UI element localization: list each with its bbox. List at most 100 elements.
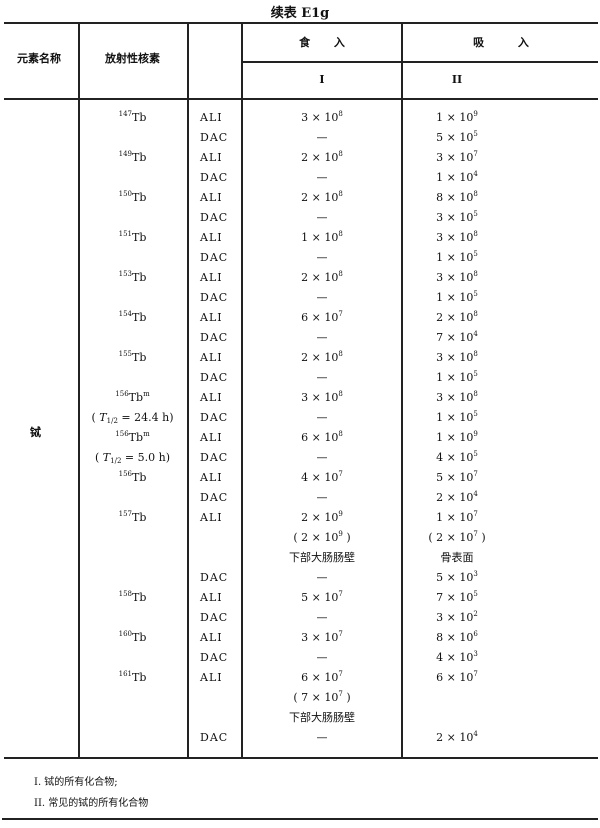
limit-type: DAC [200, 491, 229, 504]
ingestion-value: — [316, 331, 328, 344]
nuclide: 155Tb [118, 350, 147, 365]
ingestion-value: 下部大肠肠壁 [289, 551, 355, 564]
inhalation-value: 1 × 105 [436, 370, 478, 385]
ingestion-value: 6 × 107 [301, 670, 343, 685]
inhalation-value: 2 × 104 [436, 730, 478, 745]
inhalation-value: 5 × 105 [436, 130, 478, 145]
limit-type: DAC [200, 371, 229, 384]
table-row: 157Tb ALI 2 × 109 1 × 107 [0, 508, 600, 528]
limit-type: DAC [200, 611, 229, 624]
ingestion-value: 3 × 107 [301, 630, 343, 645]
inhalation-value: 3 × 108 [436, 390, 478, 405]
table-row: ( 7 × 107 ) [0, 688, 600, 708]
inhalation-value: 2 × 108 [436, 310, 478, 325]
column-divider [241, 23, 243, 758]
table-row: 161Tb ALI 6 × 107 6 × 107 [0, 668, 600, 688]
nuclide: 154Tb [118, 310, 147, 325]
header-element-name: 元素名称 [17, 52, 61, 65]
inhalation-value: 8 × 106 [436, 630, 478, 645]
limit-type: ALI [200, 671, 223, 684]
table-row: DAC — 5 × 105 [0, 128, 600, 148]
table-row: DAC — 3 × 105 [0, 208, 600, 228]
ingestion-value: 2 × 109 [301, 510, 343, 525]
table-row: DAC — 3 × 102 [0, 608, 600, 628]
inhalation-value: 3 × 108 [436, 270, 478, 285]
inhalation-value: 3 × 102 [436, 610, 478, 625]
inhalation-value: 5 × 103 [436, 570, 478, 585]
nuclide: 156Tb [118, 470, 147, 485]
table-row: DAC — 1 × 104 [0, 168, 600, 188]
header-ingestion: 食 入 [299, 36, 345, 49]
table-row: 150Tb ALI 2 × 108 8 × 108 [0, 188, 600, 208]
inhalation-value: 7 × 105 [436, 590, 478, 605]
ingestion-value: ( 2 × 109 ) [293, 530, 351, 545]
inhalation-value: 6 × 107 [436, 670, 478, 685]
ingestion-value: 下部大肠肠壁 [289, 711, 355, 724]
table-row: 147Tb ALI 3 × 108 1 × 109 [0, 108, 600, 128]
table-row: DAC — 1 × 105 [0, 248, 600, 268]
table-row: 下部大肠肠壁 骨表面 [0, 548, 600, 568]
limit-type: ALI [200, 111, 223, 124]
table-row: 154Tb ALI 6 × 107 2 × 108 [0, 308, 600, 328]
ingestion-value: 4 × 107 [301, 470, 343, 485]
nuclide: 160Tb [118, 630, 147, 645]
inhalation-value: 7 × 104 [436, 330, 478, 345]
ingestion-value: 1 × 108 [301, 230, 343, 245]
limit-type: ALI [200, 351, 223, 364]
column-divider [187, 23, 189, 758]
inhalation-value: 4 × 103 [436, 650, 478, 665]
element-name: 铽 [30, 426, 41, 439]
ingestion-value: 6 × 107 [301, 310, 343, 325]
table-row: 151Tb ALI 1 × 108 3 × 108 [0, 228, 600, 248]
table-row: 156Tb ALI 4 × 107 5 × 107 [0, 468, 600, 488]
column-divider [401, 23, 403, 758]
half-life: ( T1/2 = 24.4 h) [91, 411, 174, 425]
inhalation-value: 3 × 108 [436, 350, 478, 365]
nuclide: 156Tbm [115, 430, 150, 445]
limit-type: DAC [200, 731, 229, 744]
nuclide: 151Tb [118, 230, 147, 245]
table-row: 153Tb ALI 2 × 108 3 × 108 [0, 268, 600, 288]
limit-type: ALI [200, 591, 223, 604]
header-nuclide: 放射性核素 [105, 52, 160, 65]
ingestion-value: — [316, 731, 328, 744]
inhalation-value: 1 × 109 [436, 110, 478, 125]
nuclide: 147Tb [118, 110, 147, 125]
table-row: 156Tbm ALI 6 × 108 1 × 109 [0, 428, 600, 448]
ingestion-value: — [316, 411, 328, 424]
top-rule [4, 22, 598, 24]
header-split-rule [242, 61, 598, 63]
limit-type: ALI [200, 631, 223, 644]
table-row: DAC — 1 × 105 [0, 368, 600, 388]
inhalation-value: 骨表面 [440, 551, 474, 564]
nuclide: 153Tb [118, 270, 147, 285]
ingestion-value: — [316, 611, 328, 624]
ingestion-value: — [316, 251, 328, 264]
notes-bottom-rule [2, 818, 598, 820]
inhalation-value: 2 × 104 [436, 490, 478, 505]
ingestion-value: 5 × 107 [301, 590, 343, 605]
ingestion-value: 2 × 108 [301, 270, 343, 285]
ingestion-value: — [316, 571, 328, 584]
nuclide: 157Tb [118, 510, 147, 525]
ingestion-value: — [316, 451, 328, 464]
limit-type: ALI [200, 191, 223, 204]
ingestion-value: 3 × 108 [301, 390, 343, 405]
limit-type: ALI [200, 431, 223, 444]
table-row: DAC — 2 × 104 [0, 488, 600, 508]
half-life: ( T1/2 = 5.0 h) [95, 451, 170, 465]
ingestion-value: — [316, 211, 328, 224]
inhalation-value: ( 2 × 107 ) [428, 530, 486, 545]
inhalation-value: 3 × 107 [436, 150, 478, 165]
table-title: 续表 E1g [270, 6, 330, 21]
limit-type: DAC [200, 131, 229, 144]
header-inhalation-class: II [451, 73, 463, 86]
table-row: 156Tbm ALI 3 × 108 3 × 108 [0, 388, 600, 408]
column-divider [78, 23, 80, 758]
header-bottom-rule [4, 98, 598, 100]
inhalation-value: 3 × 108 [436, 230, 478, 245]
ingestion-value: 2 × 108 [301, 350, 343, 365]
limit-type: ALI [200, 511, 223, 524]
inhalation-value: 1 × 105 [436, 290, 478, 305]
limit-type: DAC [200, 291, 229, 304]
